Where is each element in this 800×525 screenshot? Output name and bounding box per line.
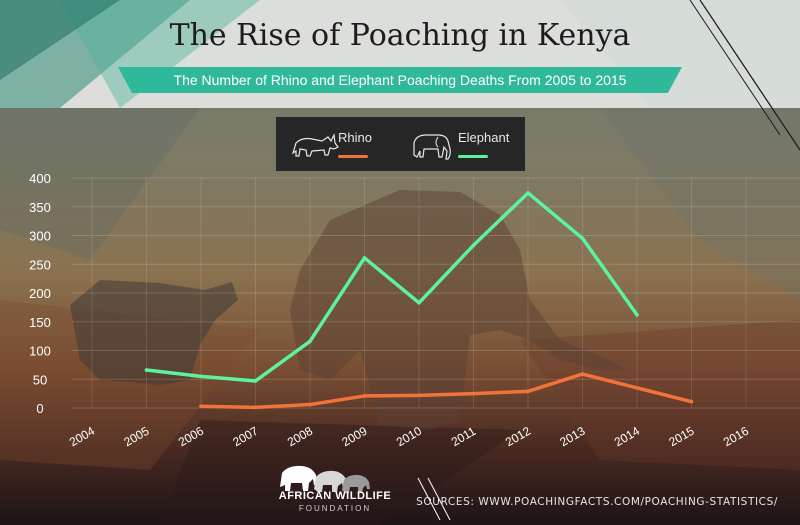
x-tick-label: 2008 xyxy=(285,424,315,450)
data-point-rhino xyxy=(417,393,421,398)
y-tick-label: 300 xyxy=(29,229,51,244)
elephant-silhouette xyxy=(290,190,625,430)
data-point-elephant xyxy=(580,236,585,241)
y-tick-label: 100 xyxy=(29,344,51,359)
x-tick-label: 2012 xyxy=(503,424,533,450)
data-point-elephant xyxy=(417,300,421,305)
x-tick-label: 2007 xyxy=(230,424,260,450)
x-tick-label: 2010 xyxy=(394,424,424,450)
source-text: SOURCES: WWW.POACHINGFACTS.COM/POACHING-… xyxy=(416,496,778,508)
x-tick-label: 2014 xyxy=(612,424,642,450)
series-line-elephant xyxy=(144,191,639,383)
legend-elephant-label: Elephant xyxy=(458,130,510,145)
logo-text: AFRICAN WILDLIFE xyxy=(278,490,392,502)
data-point-elephant xyxy=(199,374,203,379)
y-tick-label: 150 xyxy=(29,315,51,330)
data-point-rhino xyxy=(635,386,639,390)
x-tick-label: 2005 xyxy=(121,424,151,450)
data-point-elephant xyxy=(362,256,367,260)
data-point-rhino xyxy=(308,402,312,407)
x-tick-label: 2013 xyxy=(557,424,587,450)
x-tick-label: 2016 xyxy=(721,424,751,450)
data-point-rhino xyxy=(253,405,258,410)
y-tick-label: 250 xyxy=(29,257,51,272)
data-point-elephant xyxy=(471,243,476,248)
x-tick-label: 2015 xyxy=(666,424,696,450)
x-tick-label: 2011 xyxy=(449,424,479,449)
data-point-elephant xyxy=(308,339,312,344)
chart-subtitle: The Number of Rhino and Elephant Poachin… xyxy=(173,72,627,88)
logo-subtext: FOUNDATION xyxy=(298,504,372,513)
data-point-elephant xyxy=(526,191,530,195)
series-line-rhino xyxy=(199,372,694,410)
data-point-rhino xyxy=(471,391,476,396)
rhino-icon xyxy=(291,132,339,157)
data-point-rhino xyxy=(689,399,694,404)
legend: Rhino Elephant xyxy=(276,117,525,171)
data-point-rhino xyxy=(362,394,367,398)
y-tick-label: 400 xyxy=(29,171,51,186)
y-tick-label: 0 xyxy=(36,401,43,416)
elephant-icon xyxy=(413,134,451,160)
y-tick-label: 350 xyxy=(29,200,51,215)
data-point-rhino xyxy=(580,372,585,376)
elephant-herd-logo-icon xyxy=(280,465,370,493)
data-point-elephant xyxy=(253,379,258,383)
x-tick-label: 2006 xyxy=(176,424,206,450)
legend-rhino-label: Rhino xyxy=(338,130,372,145)
data-point-rhino xyxy=(526,389,530,394)
legend-rhino-swatch xyxy=(338,155,368,158)
legend-elephant-swatch xyxy=(458,155,488,158)
rhino-silhouette xyxy=(70,280,238,385)
data-point-elephant xyxy=(144,368,149,372)
y-tick-label: 50 xyxy=(33,372,47,387)
x-tick-label: 2004 xyxy=(67,424,97,450)
chart-title: The Rise of Poaching in Kenya xyxy=(169,18,631,53)
x-tick-label: 2009 xyxy=(339,424,369,450)
y-tick-label: 200 xyxy=(29,286,51,301)
subtitle-banner xyxy=(118,67,682,93)
data-point-elephant xyxy=(635,313,639,317)
data-point-rhino xyxy=(199,404,203,409)
